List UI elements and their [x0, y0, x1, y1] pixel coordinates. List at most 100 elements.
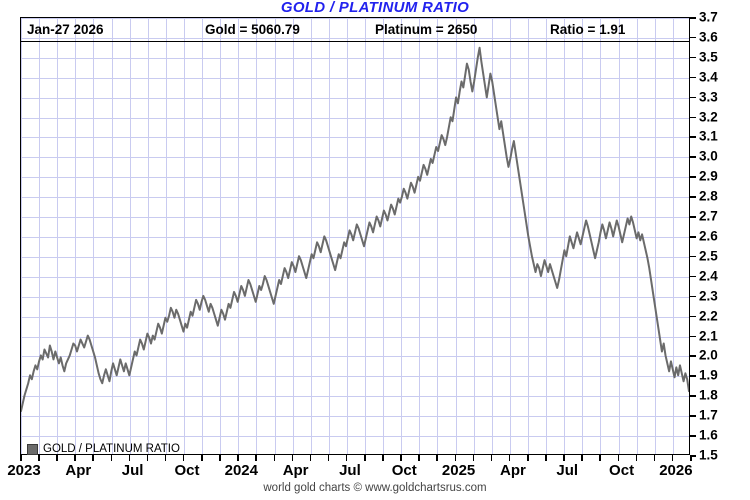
- x-axis-tick: [255, 455, 257, 461]
- grid-line-vertical: [310, 18, 312, 454]
- y-axis-tick-label: 3.0: [699, 148, 718, 164]
- grid-line-vertical: [654, 18, 656, 454]
- y-axis-tick-label: 3.4: [699, 69, 718, 85]
- x-axis-tick-label: 2023: [7, 462, 41, 479]
- grid-line-vertical: [328, 18, 330, 454]
- plot-area: [20, 17, 690, 455]
- x-axis-tick: [291, 455, 294, 461]
- grid-line-horizontal: [21, 296, 689, 298]
- y-axis-tick: [690, 395, 696, 397]
- grid-line-horizontal: [21, 256, 689, 258]
- grid-line-vertical: [401, 18, 403, 454]
- grid-line-horizontal: [21, 376, 689, 378]
- x-axis-tick: [400, 455, 402, 461]
- grid-line-vertical: [509, 18, 511, 454]
- grid-line-horizontal: [21, 276, 689, 278]
- grid-line-horizontal: [21, 336, 689, 338]
- grid-line-horizontal: [21, 217, 689, 219]
- y-axis-tick-label: 2.9: [699, 168, 718, 184]
- x-axis-tick: [545, 455, 547, 461]
- y-axis-tick-label: 3.5: [699, 49, 718, 65]
- y-axis-tick-label: 1.8: [699, 387, 718, 403]
- y-axis-tick-label: 1.9: [699, 367, 718, 383]
- x-axis-tick: [201, 455, 203, 461]
- x-axis-tick: [671, 455, 674, 461]
- grid-line-horizontal: [21, 237, 689, 238]
- grid-line-vertical: [220, 18, 222, 454]
- y-axis-tick-label: 2.6: [699, 228, 718, 244]
- grid-line-vertical: [147, 18, 149, 454]
- grid-line-vertical: [473, 18, 475, 454]
- grid-line-horizontal: [21, 57, 689, 59]
- y-axis-tick: [690, 176, 696, 178]
- grid-line-vertical: [256, 18, 258, 454]
- x-axis-tick-label: Apr: [282, 462, 309, 479]
- x-axis-tick: [20, 455, 22, 461]
- y-axis-tick-label: 1.5: [699, 447, 718, 463]
- y-axis-tick: [690, 295, 696, 298]
- y-axis-tick: [690, 255, 696, 258]
- x-axis-tick: [472, 455, 475, 461]
- x-axis-tick: [309, 455, 312, 461]
- grid-line-horizontal: [21, 77, 689, 79]
- x-axis-tick-label: Apr: [499, 462, 526, 479]
- x-axis-tick: [436, 455, 438, 461]
- y-axis-tick: [690, 435, 696, 437]
- grid-line-vertical: [39, 18, 41, 454]
- grid-line-vertical: [111, 18, 113, 454]
- x-axis-tick-label: 2024: [224, 462, 258, 479]
- x-axis-tick: [74, 455, 76, 461]
- x-axis-tick-label: Oct: [609, 462, 635, 479]
- grid-line-vertical: [21, 18, 22, 454]
- y-axis-tick: [690, 196, 696, 198]
- y-axis-tick: [690, 355, 696, 357]
- grid-line-vertical: [564, 18, 566, 454]
- x-axis-tick: [146, 455, 149, 461]
- y-axis-tick-label: 2.4: [699, 268, 718, 284]
- legend-swatch-icon: [27, 443, 38, 455]
- x-axis-tick: [527, 455, 529, 461]
- footer-credit: world gold charts © www.goldchartsrus.co…: [263, 482, 487, 494]
- x-axis-tick: [128, 455, 131, 461]
- grid-line-vertical: [183, 18, 185, 454]
- x-axis-tick: [327, 455, 330, 461]
- grid-line-vertical: [75, 18, 77, 454]
- x-axis-tick: [237, 455, 239, 461]
- legend-label: GOLD / PLATINUM RATIO: [43, 443, 180, 455]
- x-axis-tick: [581, 455, 583, 461]
- y-axis-tick-label: 2.1: [699, 328, 718, 344]
- y-axis-tick-label: 3.2: [699, 109, 718, 125]
- y-axis-tick: [690, 375, 696, 377]
- x-axis-tick: [599, 455, 601, 461]
- y-axis-tick-label: 2.0: [699, 347, 718, 363]
- y-axis-tick-label: 3.1: [699, 128, 718, 144]
- y-axis-tick-label: 2.7: [699, 208, 718, 224]
- grid-line-vertical: [292, 18, 294, 454]
- x-axis-tick: [653, 455, 656, 461]
- x-axis-tick: [110, 455, 113, 461]
- grid-line-vertical: [57, 18, 59, 454]
- grid-line-horizontal: [21, 416, 689, 418]
- grid-line-horizontal: [21, 356, 689, 358]
- x-axis: 2023 Apr Jul Oct 2024 Apr Jul Oct 2025 Apr Jul Oct 2…: [0, 455, 750, 485]
- x-axis-tick-label: Oct: [391, 462, 417, 479]
- x-axis-tick: [454, 455, 457, 461]
- x-axis-tick-label: Apr: [65, 462, 92, 479]
- series-polyline: [21, 48, 689, 411]
- grid-line-horizontal: [21, 157, 689, 159]
- grid-line-horizontal: [21, 18, 689, 19]
- grid-line-horizontal: [21, 117, 689, 119]
- x-axis-tick: [273, 455, 275, 461]
- grid-line-horizontal: [21, 137, 689, 139]
- x-axis-tick: [92, 455, 94, 461]
- grid-line-vertical: [672, 18, 674, 454]
- y-axis-tick: [690, 116, 696, 119]
- x-axis-tick-label: Oct: [174, 462, 200, 479]
- x-axis-tick: [617, 455, 620, 461]
- grid-line-horizontal: [21, 316, 689, 318]
- y-axis-tick: [690, 56, 696, 59]
- grid-line-vertical: [419, 18, 421, 454]
- x-axis-tick: [56, 455, 58, 461]
- x-axis-tick: [364, 455, 366, 461]
